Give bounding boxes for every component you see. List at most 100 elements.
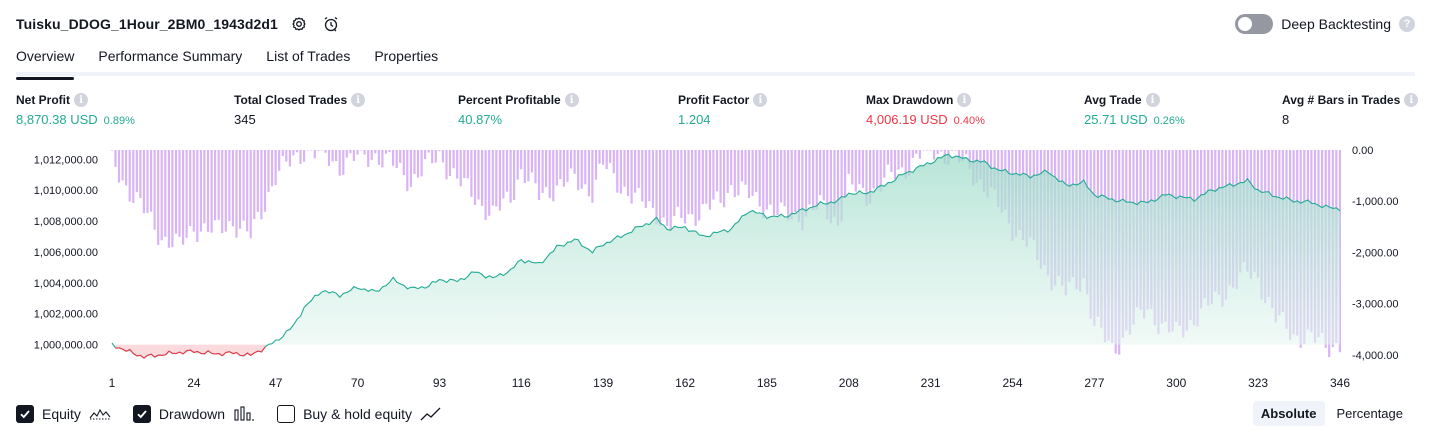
drawdown-bar <box>153 150 156 230</box>
drawdown-bar <box>634 150 637 193</box>
drawdown-bar <box>858 150 861 185</box>
drawdown-bar <box>669 150 672 230</box>
drawdown-bar <box>869 150 872 204</box>
drawdown-bar <box>299 150 302 164</box>
drawdown-bar <box>363 150 366 155</box>
drawdown-bar <box>587 150 590 197</box>
info-icon[interactable]: i <box>74 93 88 107</box>
legend-buy-hold[interactable]: Buy & hold equity <box>277 405 442 423</box>
drawdown-bar <box>619 150 622 194</box>
metric-avg-bars: Avg # Bars in Trades i 8 <box>1282 93 1419 127</box>
drawdown-bar <box>804 150 808 217</box>
drawdown-bar <box>459 150 462 187</box>
total-closed-trades-value: 345 <box>234 112 256 127</box>
drawdown-bar <box>801 150 804 231</box>
drawdown-bar <box>616 150 619 193</box>
drawdown-bar <box>221 150 224 234</box>
drawdown-bar <box>584 150 587 185</box>
drawdown-bar <box>178 150 181 237</box>
drawdown-bar <box>648 150 651 202</box>
drawdown-bar <box>256 150 259 212</box>
drawdown-bar <box>271 150 274 187</box>
drawdown-bar <box>566 150 569 182</box>
drawdown-bar <box>559 150 562 180</box>
drawdown-bar <box>384 150 388 154</box>
x-tick-label: 346 <box>1330 376 1350 390</box>
info-icon[interactable]: i <box>1404 93 1419 107</box>
max-drawdown-pct: 0.40% <box>953 115 985 127</box>
drawdown-bar <box>349 150 352 154</box>
drawdown-bar <box>637 150 640 188</box>
percentage-button[interactable]: Percentage <box>1336 406 1404 421</box>
info-icon[interactable]: i <box>564 93 579 107</box>
tab-performance-summary[interactable]: Performance Summary <box>98 48 243 64</box>
tab-list-of-trades[interactable]: List of Trades <box>266 48 351 64</box>
buy-hold-checkbox[interactable] <box>277 405 296 423</box>
tab-overview[interactable]: Overview <box>16 44 75 80</box>
equity-line-icon <box>89 406 111 422</box>
drawdown-bar <box>651 150 654 208</box>
tab-properties[interactable]: Properties <box>374 48 439 64</box>
x-tick-label: 185 <box>757 376 777 390</box>
profit-factor-value: 1.204 <box>678 112 711 127</box>
drawdown-bar <box>203 150 206 224</box>
info-icon[interactable]: i <box>1145 93 1160 107</box>
legend-drawdown[interactable]: Drawdown <box>132 405 255 423</box>
y-left-tick-label: 1,010,000.00 <box>34 185 98 197</box>
drawdown-bar <box>897 150 900 170</box>
strategy-title: Tuisku_DDOG_1Hour_2BM0_1943d2d1 <box>16 16 278 32</box>
y-left-tick-label: 1,008,000.00 <box>34 216 98 228</box>
drawdown-bar <box>438 150 441 151</box>
drawdown-bar <box>520 150 523 170</box>
legend-equity[interactable]: Equity <box>16 405 111 423</box>
drawdown-bar <box>441 150 444 163</box>
drawdown-bar <box>110 150 113 151</box>
scale-switch: Absolute Percentage <box>1252 401 1411 426</box>
drawdown-bar <box>306 150 309 151</box>
drawdown-bar <box>481 150 484 206</box>
drawdown-bar <box>491 150 494 206</box>
y-left-tick-label: 1,000,000.00 <box>34 340 98 352</box>
info-icon[interactable]: i <box>753 93 768 107</box>
drawdown-bar <box>452 150 455 169</box>
equity-checkbox[interactable] <box>16 405 34 423</box>
drawdown-bar <box>630 150 633 204</box>
drawdown-bar <box>495 150 498 207</box>
drawdown-bar <box>185 150 188 238</box>
drawdown-bar <box>456 150 459 179</box>
max-drawdown-value: 4,006.19 USD <box>866 112 948 127</box>
drawdown-bar <box>733 150 736 198</box>
drawdown-bar <box>744 150 747 185</box>
drawdown-bar <box>196 150 199 242</box>
drawdown-bar <box>808 150 811 205</box>
drawdown-bar <box>164 150 167 237</box>
drawdown-checkbox[interactable] <box>132 405 151 423</box>
drawdown-bar <box>281 150 284 156</box>
drawdown-bar <box>954 150 957 151</box>
profit-factor-label: Profit Factor <box>678 93 750 107</box>
drawdown-bar <box>157 150 160 245</box>
help-icon[interactable]: ? <box>1399 16 1415 32</box>
drawdown-bar <box>146 150 149 213</box>
drawdown-bar <box>691 150 694 215</box>
info-icon[interactable]: i <box>351 93 366 107</box>
drawdown-bar <box>189 150 192 226</box>
settings-gear-icon[interactable] <box>288 13 310 35</box>
drawdown-bar <box>968 150 971 169</box>
absolute-button[interactable]: Absolute <box>1252 401 1325 426</box>
equity-drawdown-chart[interactable]: 1,012,000.00 1,010,000.00 1,008,000.00 1,00… <box>0 140 1431 395</box>
drawdown-bar <box>267 150 270 192</box>
drawdown-bar <box>626 150 630 197</box>
deep-backtesting-toggle[interactable] <box>1235 14 1274 34</box>
drawdown-bar <box>833 150 836 217</box>
net-profit-label: Net Profit <box>16 93 70 107</box>
drawdown-bar <box>427 150 430 153</box>
drawdown-label: Drawdown <box>158 406 226 422</box>
avg-trade-value: 25.71 USD <box>1084 112 1148 127</box>
y-right-tick-label: 0.00 <box>1352 145 1373 157</box>
info-icon[interactable]: i <box>957 93 972 107</box>
drawdown-bar <box>694 150 697 226</box>
alarm-clock-icon[interactable] <box>320 13 342 35</box>
drawdown-bar <box>676 150 679 207</box>
drawdown-bar <box>726 150 729 193</box>
